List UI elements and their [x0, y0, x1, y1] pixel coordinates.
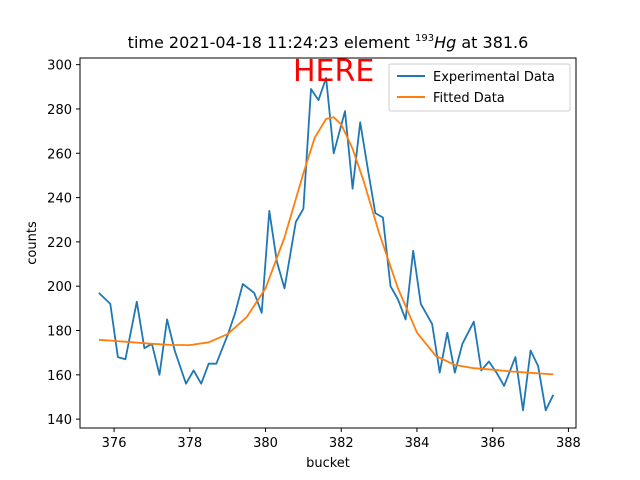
x-tick-label: 376 — [102, 436, 127, 451]
y-tick-label: 240 — [47, 192, 72, 207]
series-line-fitted — [98, 116, 554, 376]
legend-label-fitted: Fitted Data — [433, 91, 505, 106]
y-tick-label: 180 — [47, 325, 72, 340]
legend: Experimental Data Fitted Data — [388, 63, 571, 112]
y-tick-label: 260 — [47, 147, 72, 162]
y-tick-label: 140 — [47, 413, 72, 428]
legend-label-experimental: Experimental Data — [433, 70, 555, 85]
annotation-here: HERE — [293, 54, 374, 89]
tick-layer: 376 378 380 382 384 386 388 140 160 180 200 220 240 2… — [47, 59, 581, 451]
x-tick-label: 378 — [177, 436, 202, 451]
y-tick-label: 160 — [47, 369, 72, 384]
title-prefix: time 2021-04-18 11:24:23 element — [128, 33, 415, 52]
y-tick-label: 220 — [47, 236, 72, 251]
series-layer — [98, 77, 555, 412]
series-line-experimental — [98, 77, 555, 412]
title-suffix: at 381.6 — [456, 33, 528, 52]
x-tick-label: 380 — [253, 436, 278, 451]
x-tick-label: 382 — [329, 436, 354, 451]
plot-frame — [79, 57, 577, 429]
x-tick-label: 388 — [556, 436, 581, 451]
x-tick-label: 386 — [480, 436, 505, 451]
legend-box — [388, 63, 571, 112]
y-tick-label: 300 — [47, 59, 72, 74]
title-element: Hg — [434, 33, 456, 52]
title-superscript: 193 — [415, 33, 434, 44]
y-tick-label: 200 — [47, 280, 72, 295]
x-tick-label: 384 — [405, 436, 430, 451]
x-axis-label: bucket — [306, 456, 350, 471]
y-axis-label: counts — [25, 221, 40, 265]
y-tick-label: 280 — [47, 103, 72, 118]
chart-title: time 2021-04-18 11:24:23 element 193Hg a… — [128, 33, 529, 52]
